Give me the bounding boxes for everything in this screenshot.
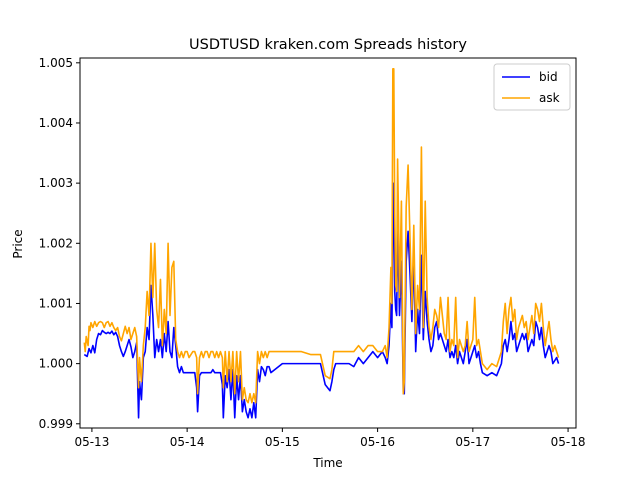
- y-tick-label: 1.000: [39, 357, 73, 371]
- legend: bid ask: [493, 63, 571, 111]
- y-tick-label: 1.002: [39, 236, 73, 250]
- y-tick-label: 0.999: [39, 417, 73, 431]
- x-tick-label: 05-18: [551, 435, 586, 449]
- x-tick-label: 05-13: [74, 435, 109, 449]
- legend-label-ask: ask: [539, 91, 560, 105]
- x-tick-label: 05-17: [455, 435, 490, 449]
- y-tick-label: 1.005: [39, 56, 73, 70]
- plot-area: [83, 68, 560, 419]
- chart-title: USDTUSD kraken.com Spreads history: [189, 37, 467, 53]
- y-tick-label: 1.004: [39, 116, 73, 130]
- axes: 05-13 05-14 05-15 05-16 05-17 05-18 0.999 1.000…: [39, 56, 586, 449]
- x-tick-label: 05-14: [170, 435, 205, 449]
- legend-label-bid: bid: [539, 70, 558, 84]
- y-tick-label: 1.001: [39, 296, 73, 310]
- x-axis-label: Time: [312, 456, 342, 470]
- y-axis-label: Price: [11, 229, 25, 258]
- series-line-ask: [83, 68, 560, 404]
- y-tick-label: 1.003: [39, 176, 73, 190]
- x-tick-label: 05-16: [360, 435, 395, 449]
- series-line-bid: [83, 182, 560, 419]
- x-tick-label: 05-15: [265, 435, 300, 449]
